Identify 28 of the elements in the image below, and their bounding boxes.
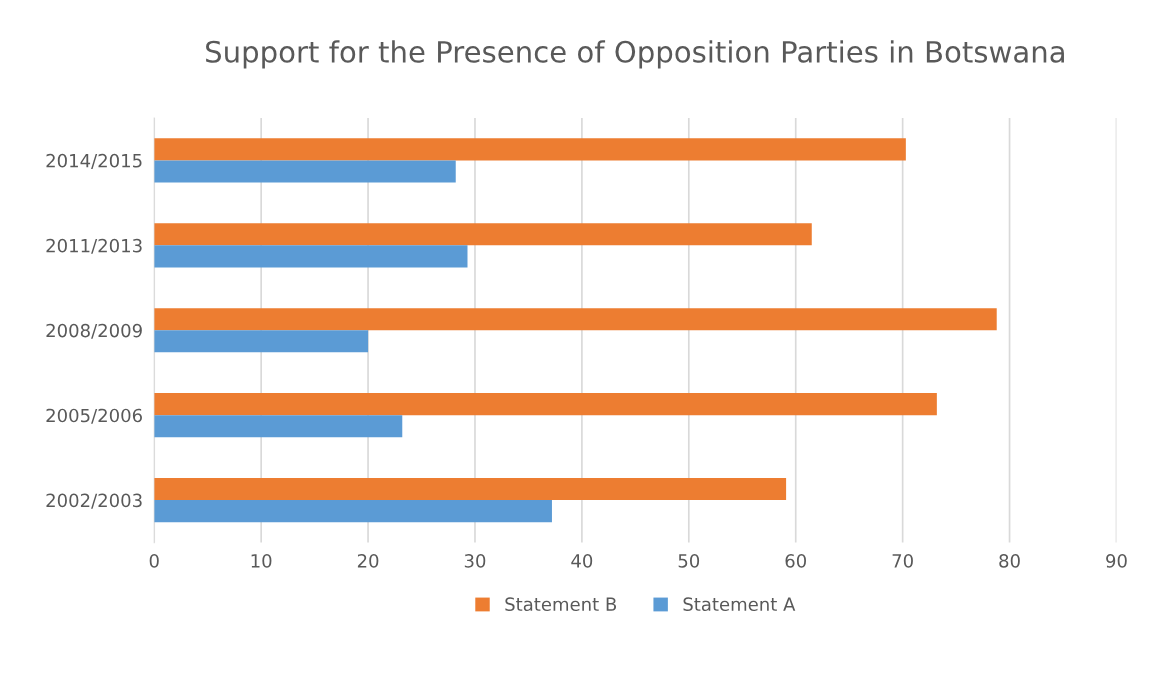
y-tick-label: 2008/2009: [46, 323, 142, 339]
legend-label: Statement A: [683, 597, 796, 612]
x-tick-label: 90: [1106, 554, 1127, 568]
x-tick-label: 50: [678, 554, 700, 568]
x-tick-label: 40: [571, 554, 593, 568]
x-tick-label: 0: [149, 554, 159, 568]
x-tick-label: 30: [464, 554, 486, 568]
bar: [154, 330, 369, 353]
bar: [154, 393, 937, 416]
bar: [154, 478, 787, 501]
y-tick-label: 2014/2015: [46, 153, 142, 169]
x-tick-label: 80: [999, 554, 1020, 568]
bar: [154, 160, 456, 183]
x-tick-label: 20: [357, 554, 379, 568]
x-tick-label: 60: [785, 554, 807, 568]
bar: [154, 245, 468, 268]
y-tick-label: 2002/2003: [46, 493, 142, 509]
bar: [154, 138, 906, 161]
x-tick-label: 70: [892, 554, 913, 568]
y-tick-label: 2005/2006: [46, 408, 142, 424]
bar: [154, 308, 997, 331]
chart-title: Support for the Presence of Opposition Parties in Botswana: [206, 40, 1064, 69]
bar: [154, 223, 812, 246]
legend-label: Statement B: [505, 597, 617, 612]
bar: [154, 500, 552, 523]
y-tick-label: 2011/2013: [46, 238, 142, 254]
x-tick-label: 10: [251, 554, 272, 568]
bar: [154, 415, 403, 438]
